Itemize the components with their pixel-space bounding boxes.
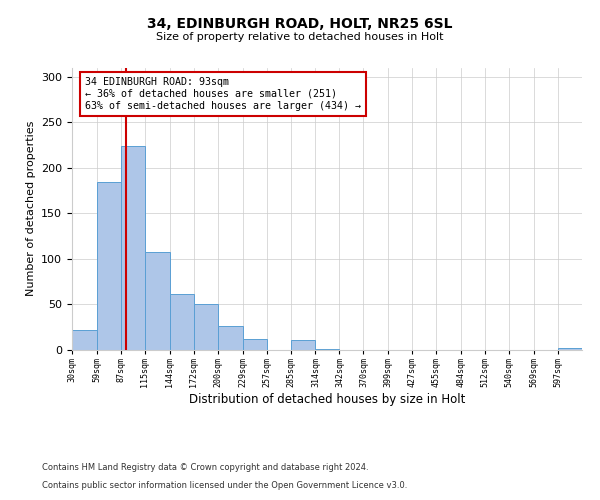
Bar <box>121 146 145 350</box>
Bar <box>316 349 340 350</box>
Bar <box>290 340 316 350</box>
Bar <box>145 252 170 350</box>
Text: Contains HM Land Registry data © Crown copyright and database right 2024.: Contains HM Land Registry data © Crown c… <box>42 464 368 472</box>
Bar <box>72 330 97 350</box>
Text: 34, EDINBURGH ROAD, HOLT, NR25 6SL: 34, EDINBURGH ROAD, HOLT, NR25 6SL <box>147 18 453 32</box>
Bar <box>194 304 218 350</box>
X-axis label: Distribution of detached houses by size in Holt: Distribution of detached houses by size … <box>189 392 465 406</box>
Bar <box>558 348 582 350</box>
Bar <box>170 294 194 350</box>
Text: 34 EDINBURGH ROAD: 93sqm
← 36% of detached houses are smaller (251)
63% of semi-: 34 EDINBURGH ROAD: 93sqm ← 36% of detach… <box>85 78 361 110</box>
Bar <box>97 182 121 350</box>
Text: Size of property relative to detached houses in Holt: Size of property relative to detached ho… <box>156 32 444 42</box>
Text: Contains public sector information licensed under the Open Government Licence v3: Contains public sector information licen… <box>42 481 407 490</box>
Bar <box>218 326 242 350</box>
Y-axis label: Number of detached properties: Number of detached properties <box>26 121 35 296</box>
Bar <box>242 339 266 350</box>
